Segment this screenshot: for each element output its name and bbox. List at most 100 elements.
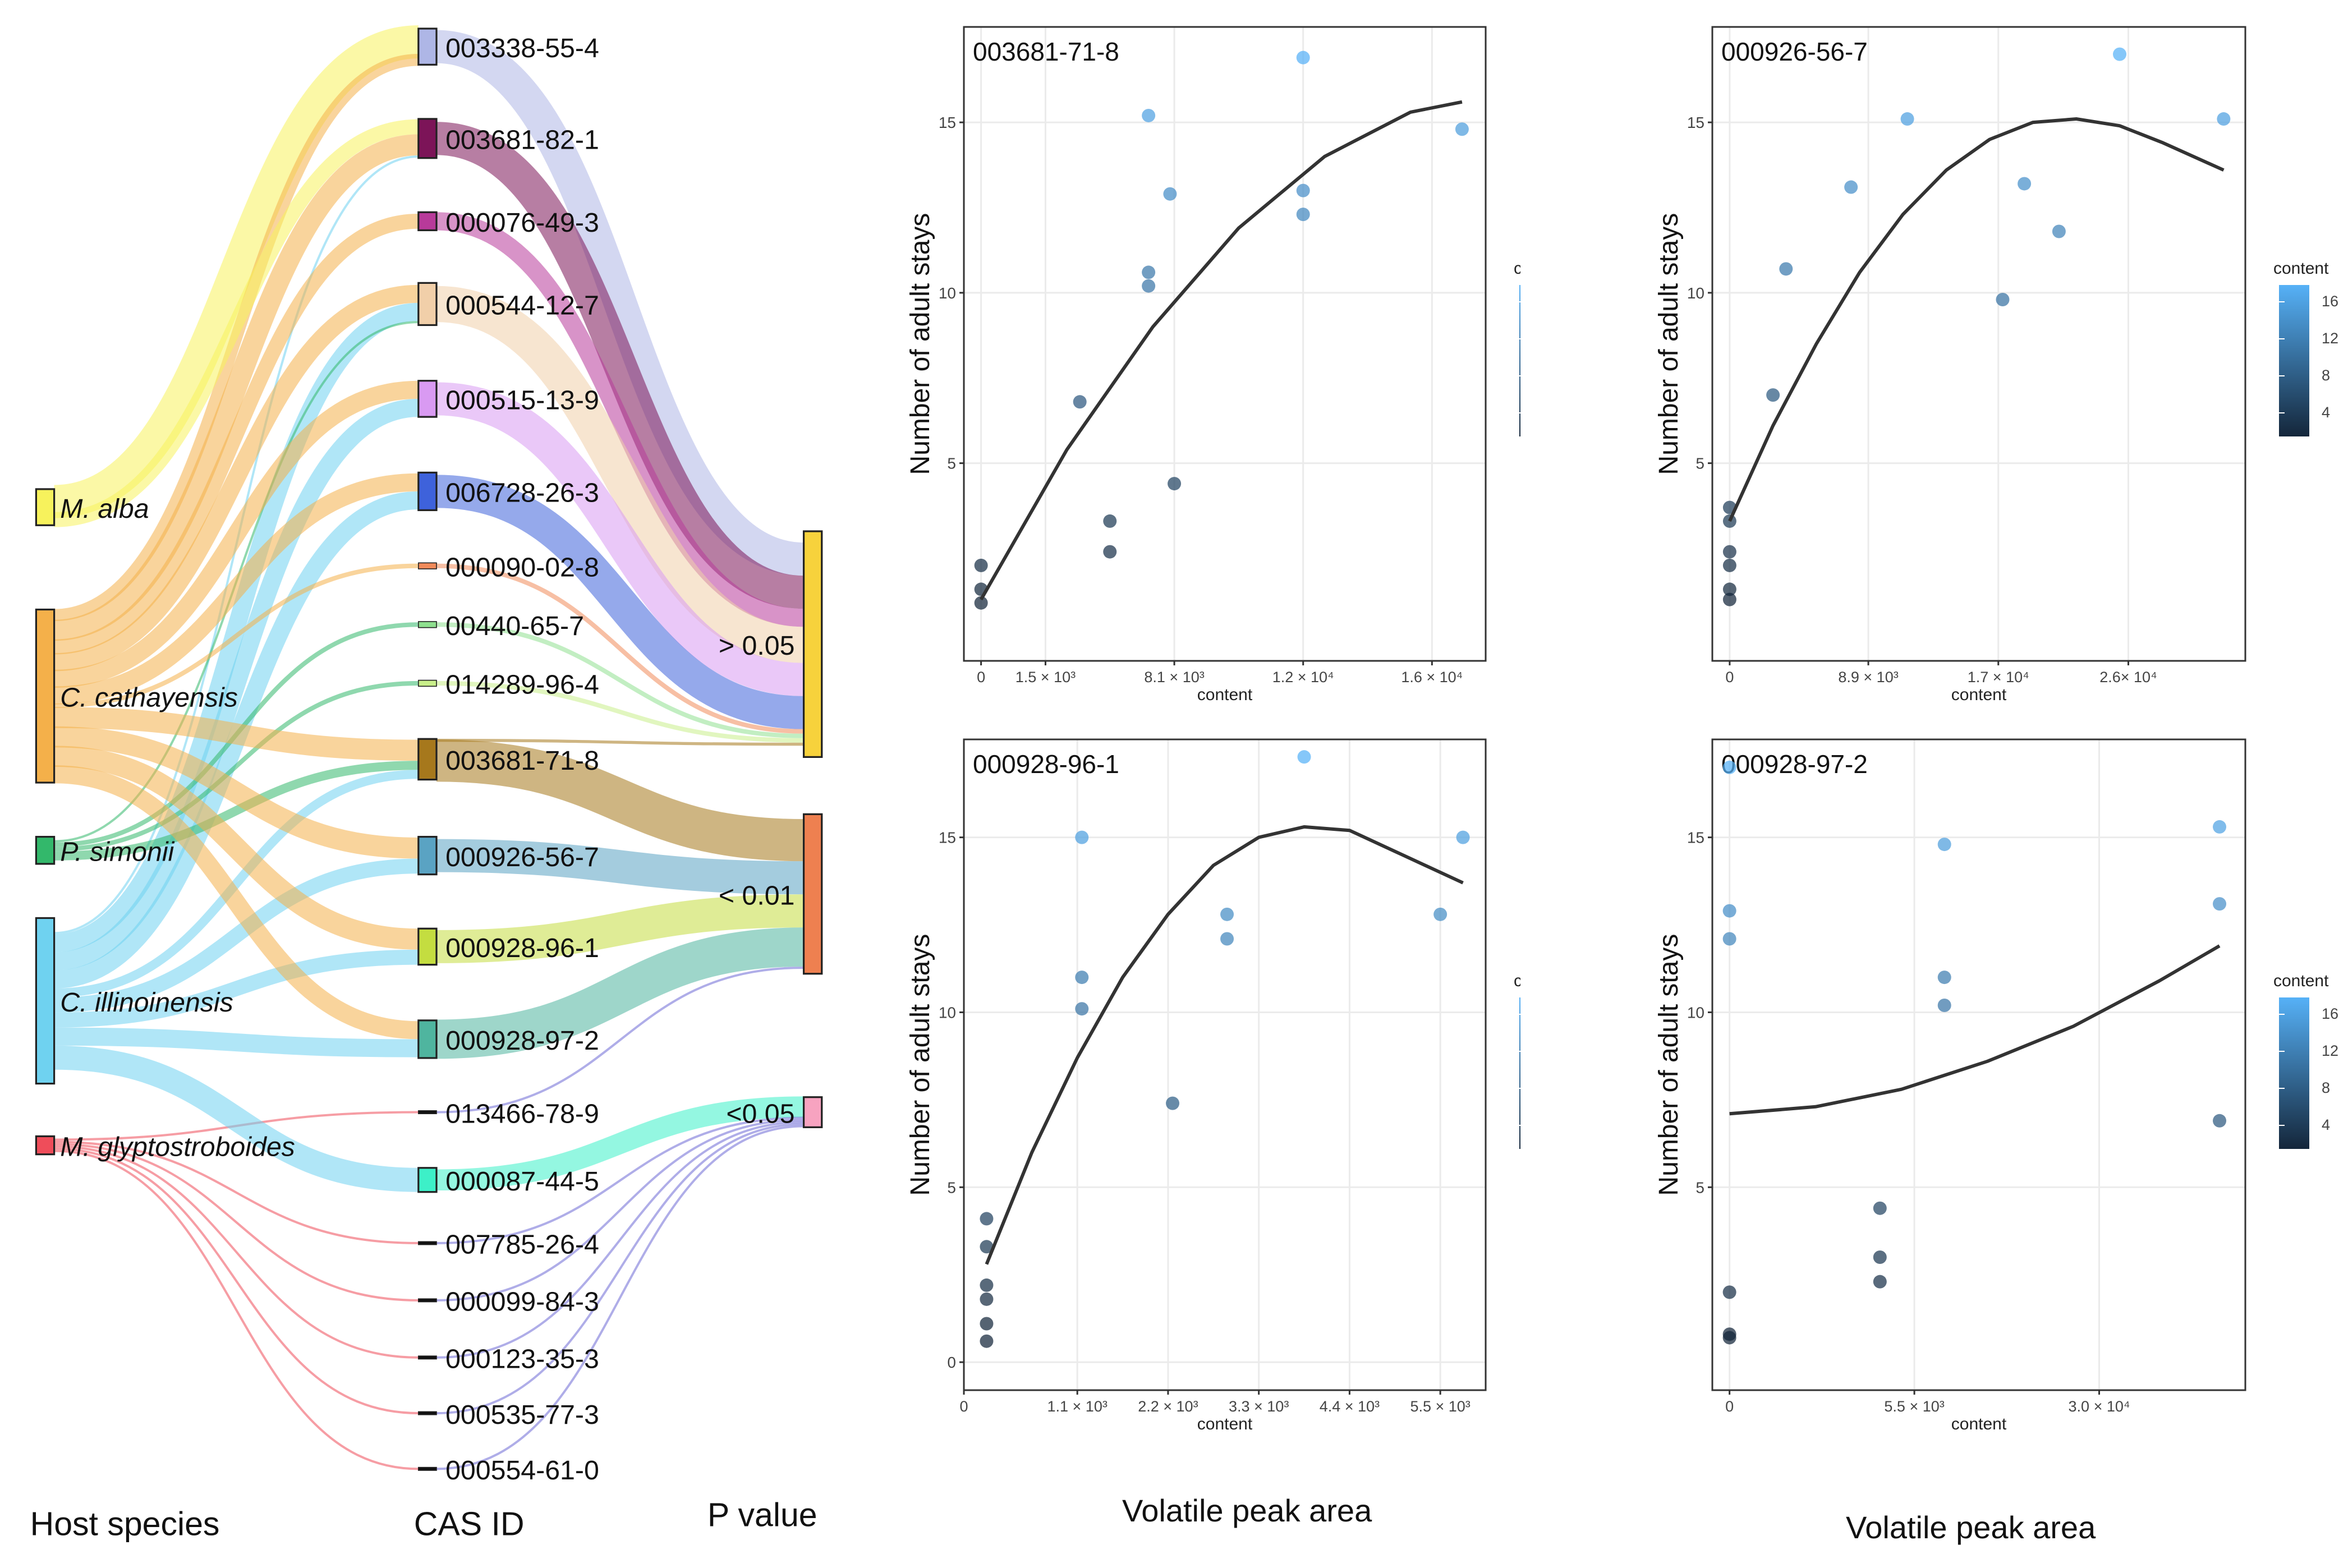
scatter-point <box>980 1317 994 1331</box>
sankey-link-host-cas <box>53 25 419 518</box>
sankey-nodes <box>35 27 823 1471</box>
sankey-node-cas <box>417 562 437 569</box>
sankey-link-cas-p <box>436 738 804 746</box>
scatter-point <box>2018 177 2032 191</box>
scatter-point <box>1296 208 1310 222</box>
x-tick-label: 0 <box>977 669 985 686</box>
sankey-node-cas <box>417 621 437 628</box>
scatter-point <box>980 1334 994 1348</box>
sankey-link-host-cas <box>54 761 419 861</box>
sankey-link-host-cas <box>54 1141 419 1244</box>
scatter-point <box>1722 932 1736 946</box>
sankey-link-cas-p <box>436 475 804 729</box>
x-tick-label: 1.5 × 10³ <box>1016 669 1076 686</box>
sankey-link-host-cas <box>54 765 419 1040</box>
sankey-link-host-cas <box>54 746 419 950</box>
sankey-link-host-cas <box>54 473 419 705</box>
scatter-point <box>2052 224 2066 238</box>
scatter-point <box>1103 514 1117 528</box>
x-tick-label: 1.7 × 10⁴ <box>1968 669 2029 686</box>
x-tick-label: 0 <box>1725 669 1734 686</box>
sankey-node-cas <box>417 1110 437 1115</box>
sankey-label-host: C. illinoinensis <box>60 987 233 1018</box>
sankey-link-cas-p <box>436 563 804 734</box>
sankey-node-cas <box>417 1019 438 1059</box>
scatter-point <box>1722 1331 1736 1345</box>
x-tick-label: 2.2 × 10³ <box>1138 1398 1198 1415</box>
sankey-link-host-cas <box>54 134 419 641</box>
scatter-point <box>2217 112 2231 126</box>
sankey-node-cas <box>417 1355 437 1360</box>
panel-title: 000928-96-1 <box>973 749 1119 779</box>
sankey-label-cas: 000123-35-3 <box>445 1344 599 1374</box>
legend-tick-label: 12 <box>2322 330 2338 347</box>
legend-tick-label: 12 <box>2322 1042 2338 1059</box>
sankey-link-host-cas <box>54 858 419 1013</box>
sankey-label-cas: 000087-44-5 <box>445 1166 599 1197</box>
legend-title: content <box>2273 259 2329 278</box>
scatter-point <box>1296 183 1310 197</box>
sankey-label-cas: 000926-56-7 <box>445 842 599 872</box>
scatter-points <box>1722 47 2231 606</box>
scatter-point <box>1455 122 1469 136</box>
color-legend: content 16 12 8 4 <box>2273 259 2338 436</box>
x-tick-label: 3.3 × 10³ <box>1229 1398 1289 1415</box>
sankey-link-cas-p <box>436 839 804 895</box>
x-tick-label: 5.5 × 10³ <box>1410 1398 1470 1415</box>
x-tick-label: 1.6 × 10⁴ <box>1401 669 1463 686</box>
sankey-node-cas <box>417 1298 437 1303</box>
sankey-link-cas-p <box>436 966 804 1114</box>
grid <box>1712 739 2245 1390</box>
sankey-link-cas-p <box>436 680 804 743</box>
scatter-point <box>1456 830 1470 844</box>
legend-colorbar <box>2279 285 2309 436</box>
scatter-point <box>980 1292 994 1306</box>
scatter-point <box>1073 395 1087 409</box>
sankey-link-cas-p <box>436 1123 804 1415</box>
scatter-point <box>1722 760 1736 774</box>
color-legend: content 16 12 8 4 <box>2273 972 2338 1149</box>
legend-title: content <box>2273 972 2329 990</box>
scatter-point <box>980 1212 994 1226</box>
y-tick-label: 10 <box>1687 1004 1704 1021</box>
sankey-label-cas: 000544-12-7 <box>445 291 599 321</box>
sankey-node-p <box>802 813 823 975</box>
sankey-node-cas <box>417 1241 437 1245</box>
scatter-panel-000928-97-2: 5 10 15 0 5.5 × 10³ 3.0 × 10⁴ content Number of… <box>1654 738 2338 1433</box>
sankey-link-cas-p <box>436 894 804 963</box>
sankey-label-cas: 013466-78-9 <box>445 1098 599 1129</box>
sankey-link-host-cas <box>54 949 419 1028</box>
scatter-point <box>2113 47 2127 61</box>
sankey-link-host-cas <box>54 1045 419 1192</box>
x-tick-label: 8.1 × 10³ <box>1144 669 1204 686</box>
sankey-label-cas: 003681-82-1 <box>445 125 599 155</box>
plot-frame <box>963 26 1487 662</box>
scatter-point <box>1166 1096 1179 1110</box>
legend-tick-label: 8 <box>2322 1079 2330 1096</box>
x-tick-label: 0 <box>959 1398 968 1415</box>
scatter-point <box>1722 514 1736 528</box>
sankey-link-cas-p <box>436 286 805 663</box>
sankey-label-host: M. glyptostroboides <box>60 1132 295 1162</box>
y-tick-label: 5 <box>1695 455 1704 472</box>
y-tick-label: 10 <box>939 284 956 302</box>
sankey-label-cas: 000515-13-9 <box>445 385 599 416</box>
panel-title: 003681-71-8 <box>973 37 1119 66</box>
scatter-point <box>2213 1114 2227 1128</box>
scatter-points <box>980 750 1470 1348</box>
sankey-link-host-cas <box>54 726 419 859</box>
sankey-label-host: P. simonii <box>60 837 174 867</box>
y-tick-label: 15 <box>1687 114 1704 131</box>
sankey-link-host-cas <box>54 1149 419 1470</box>
sankey-node-cas <box>417 1466 437 1471</box>
scatter-panel-000928-96-1: 0 5 10 15 0 1.1 × 10³ 2.2 × 10³ 3.3 × 10³ 4.4 × … <box>906 738 1520 1433</box>
sankey-label-p: > 0.05 <box>719 631 795 661</box>
scatter-point <box>1722 592 1736 606</box>
sankey-label-cas: 00440-65-7 <box>445 611 584 641</box>
sankey-node-cas <box>417 738 438 781</box>
scatter-point <box>1168 477 1182 491</box>
sankey-label-cas: 000928-96-1 <box>445 933 599 963</box>
scatter-point <box>1844 180 1858 194</box>
x-tick-label: 8.9 × 10³ <box>1838 669 1898 686</box>
